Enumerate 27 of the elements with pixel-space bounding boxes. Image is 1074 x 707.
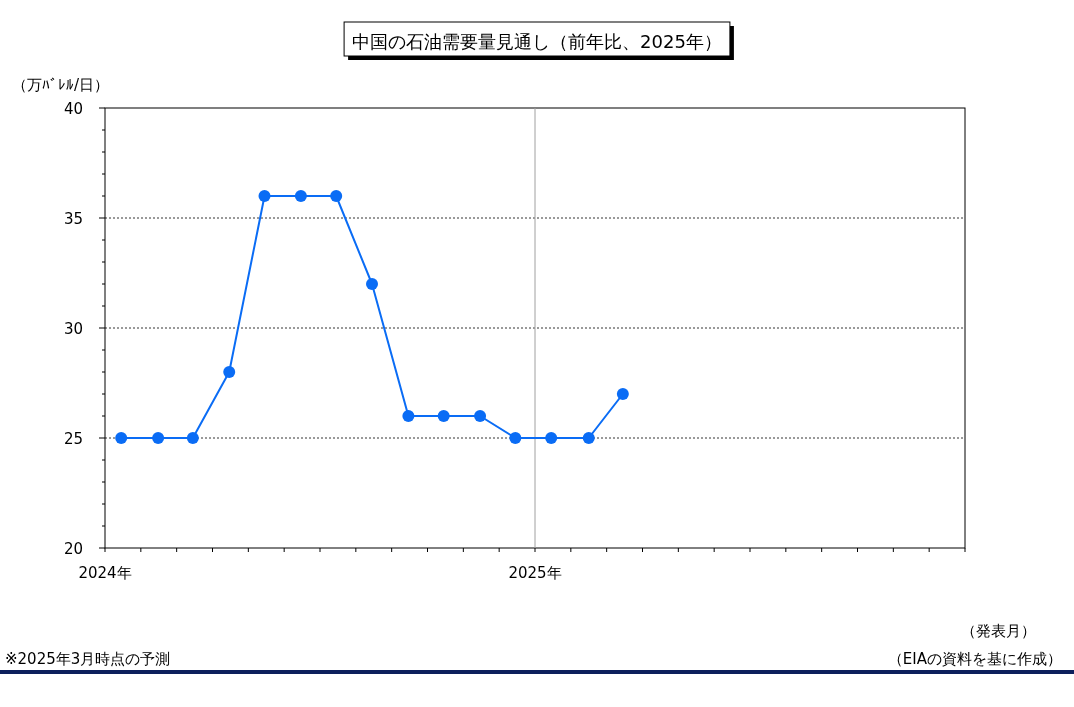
point bbox=[115, 432, 128, 444]
chart-title: 中国の石油需要量見通し（前年比、2025年） bbox=[352, 31, 722, 52]
point bbox=[366, 278, 379, 290]
point bbox=[509, 432, 522, 444]
point bbox=[616, 388, 629, 400]
y-tick-label: 35 bbox=[63, 210, 83, 228]
point bbox=[330, 190, 343, 202]
point bbox=[186, 432, 199, 444]
y-tick-label: 40 bbox=[63, 100, 83, 118]
text: （EIAの資料を基に作成） bbox=[887, 650, 1062, 668]
point bbox=[294, 190, 307, 202]
point bbox=[223, 366, 236, 378]
point bbox=[258, 190, 271, 202]
point bbox=[402, 410, 415, 422]
y-axis-title: （万ﾊﾞﾚﾙ/日） bbox=[12, 76, 110, 94]
point bbox=[474, 410, 487, 422]
x-tick-label: 2024年 bbox=[78, 564, 132, 582]
x-axis-title: （発表月） bbox=[961, 622, 1036, 640]
point bbox=[582, 432, 595, 444]
y-tick-label: 20 bbox=[63, 540, 83, 558]
y-tick-label: 30 bbox=[63, 320, 83, 338]
text: ※2025年3月時点の予測 bbox=[5, 650, 171, 668]
x-tick-label: 2025年 bbox=[508, 564, 562, 582]
y-tick-label: 25 bbox=[63, 430, 83, 448]
point bbox=[437, 410, 450, 422]
point bbox=[152, 432, 165, 444]
point bbox=[545, 432, 558, 444]
